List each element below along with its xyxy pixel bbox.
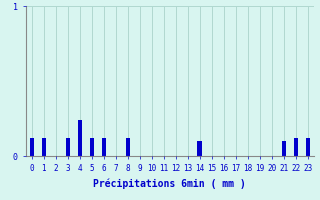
Bar [42, 138, 46, 156]
Bar [293, 138, 298, 156]
Bar [29, 138, 34, 156]
Bar [197, 141, 202, 156]
Bar [306, 138, 310, 156]
Bar [282, 141, 286, 156]
Bar [90, 138, 94, 156]
Bar [101, 138, 106, 156]
Bar [125, 138, 130, 156]
Bar [66, 138, 70, 156]
Bar [77, 120, 82, 156]
X-axis label: Précipitations 6min ( mm ): Précipitations 6min ( mm ) [93, 178, 246, 189]
